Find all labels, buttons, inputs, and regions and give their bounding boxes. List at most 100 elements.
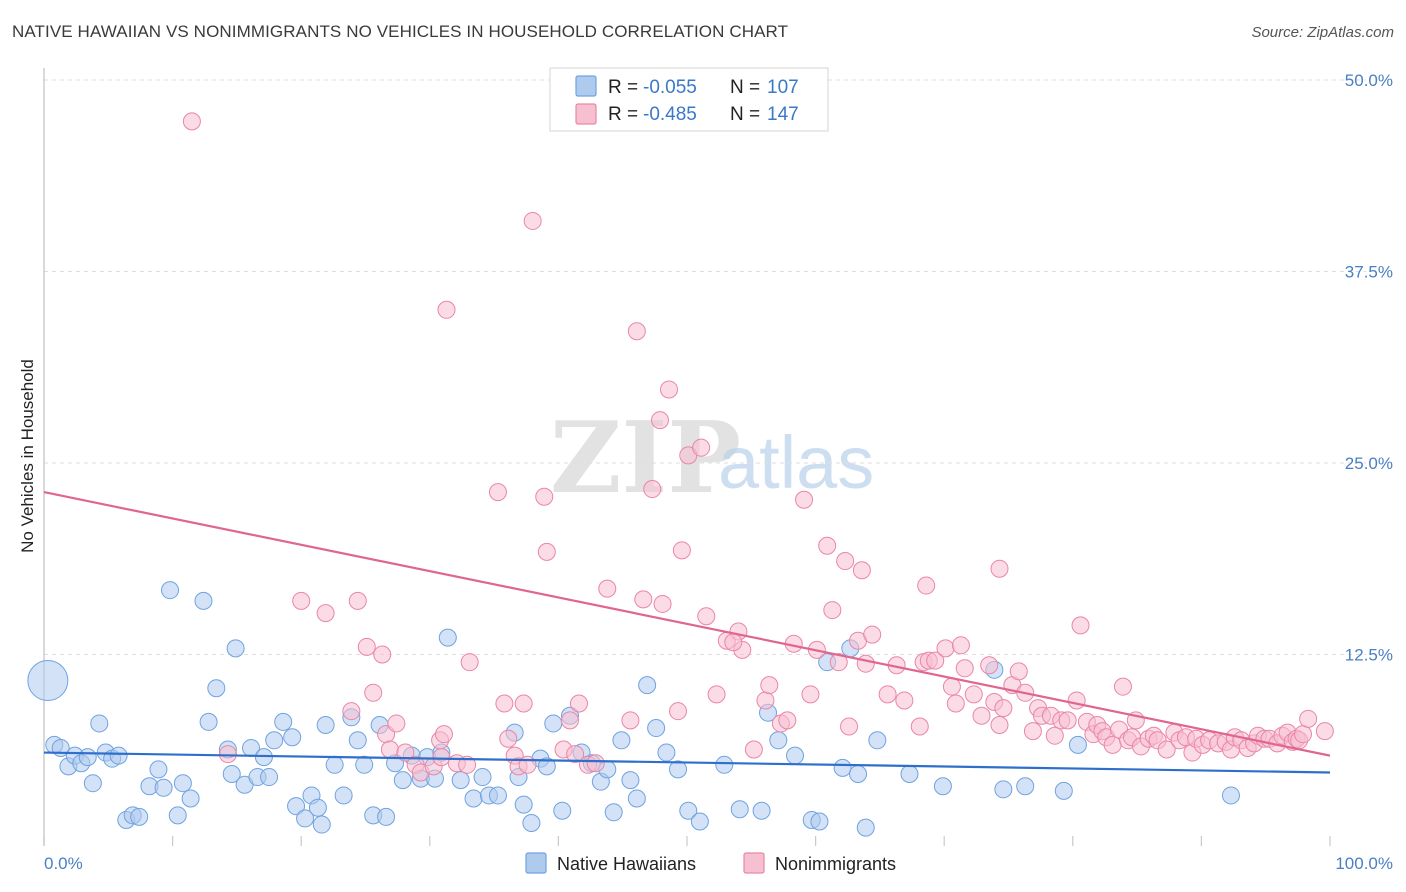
point-nonimmigrant: [917, 576, 936, 595]
point-nonimmigrant: [218, 745, 237, 764]
point-nonimmigrant: [672, 541, 691, 560]
point-nonimmigrant: [863, 625, 882, 644]
legend-bottom-swatch-nonimmigrants: [743, 852, 765, 874]
point-nonimmigrant: [182, 112, 201, 131]
point-native-hawaiian: [752, 801, 771, 820]
point-native-hawaiian: [488, 786, 507, 805]
point-nonimmigrant: [380, 740, 399, 759]
x-tick-label: 0.0%: [44, 854, 83, 873]
point-native-hawaiian: [715, 755, 734, 774]
point-nonimmigrant: [537, 542, 556, 561]
point-nonimmigrant: [724, 633, 743, 652]
point-nonimmigrant: [856, 654, 875, 673]
point-nonimmigrant: [1315, 722, 1334, 741]
point-native-hawaiian: [377, 807, 396, 826]
point-nonimmigrant: [801, 685, 820, 704]
point-nonimmigrant: [778, 711, 797, 730]
point-native-hawaiian: [1016, 777, 1035, 796]
point-native-hawaiian: [647, 719, 666, 738]
point-nonimmigrant: [634, 590, 653, 609]
point-nonimmigrant: [692, 438, 711, 457]
point-native-hawaiian: [810, 812, 829, 831]
point-nonimmigrant: [829, 653, 848, 672]
point-native-hawaiian: [149, 760, 168, 779]
point-nonimmigrant: [1071, 616, 1090, 635]
point-native-hawaiian: [786, 746, 805, 765]
point-nonimmigrant: [910, 717, 929, 736]
chart-title: NATIVE HAWAIIAN VS NONIMMIGRANTS NO VEHI…: [12, 22, 789, 41]
point-nonimmigrant: [535, 487, 554, 506]
point-nonimmigrant: [818, 536, 837, 555]
point-nonimmigrant: [990, 715, 1009, 734]
point-nonimmigrant: [621, 711, 640, 730]
point-nonimmigrant: [364, 683, 383, 702]
legend-bottom-label-nonimmigrants: Nonimmigrants: [775, 854, 896, 874]
point-nonimmigrant: [760, 676, 779, 695]
point-native-hawaiian: [679, 801, 698, 820]
point-nonimmigrant: [823, 601, 842, 620]
point-native-hawaiian: [657, 743, 676, 762]
watermark-zip: ZIP: [550, 401, 741, 516]
y-tick-label: 12.5%: [1345, 646, 1393, 665]
point-nonimmigrant: [488, 483, 507, 502]
point-nonimmigrant: [980, 656, 999, 675]
point-nonimmigrant: [434, 725, 453, 744]
point-nonimmigrant: [598, 579, 617, 598]
point-nonimmigrant: [878, 685, 897, 704]
point-nonimmigrant: [946, 694, 965, 713]
point-nonimmigrant: [840, 717, 859, 736]
point-nonimmigrant: [994, 699, 1013, 718]
point-native-hawaiian: [173, 774, 192, 793]
point-nonimmigrant: [357, 637, 376, 656]
point-nonimmigrant: [586, 754, 605, 773]
y-tick-labels: 12.5% 25.0% 37.5% 50.0%: [1345, 71, 1393, 665]
point-nonimmigrant: [316, 604, 335, 623]
point-native-hawaiian: [287, 797, 306, 816]
legend-r-value: -0.485: [643, 104, 697, 125]
point-native-hawaiian: [668, 760, 687, 779]
legend-bottom-swatch-native-hawaiians: [525, 852, 547, 874]
point-nonimmigrant: [942, 677, 961, 696]
point-nonimmigrant: [560, 711, 579, 730]
point-nonimmigrant: [650, 411, 669, 430]
point-nonimmigrant: [1058, 711, 1077, 730]
point-nonimmigrant: [1299, 709, 1318, 728]
point-native-hawaiian: [464, 789, 483, 808]
point-native-hawaiian: [769, 731, 788, 750]
point-native-hawaiian: [199, 712, 218, 731]
point-nonimmigrant: [1157, 740, 1176, 759]
legend-n-label: N =: [730, 77, 760, 98]
point-nonimmigrant: [668, 702, 687, 721]
point-native-hawaiian: [130, 807, 149, 826]
point-native-hawaiian: [994, 780, 1013, 799]
x-tick-label: 100.0%: [1335, 854, 1393, 873]
point-native-hawaiian: [1068, 735, 1087, 754]
legend-n-value: 147: [767, 104, 799, 125]
point-nonimmigrant: [566, 745, 585, 764]
legend-n-value: 107: [767, 77, 799, 98]
point-native-hawaiian: [604, 803, 623, 822]
point-nonimmigrant: [292, 591, 311, 610]
point-nonimmigrant: [697, 607, 716, 626]
legend-swatch-native-hawaiians: [575, 75, 597, 97]
point-nonimmigrant: [499, 729, 518, 748]
point-native-hawaiian: [933, 777, 952, 796]
series-native-hawaiians: [27, 581, 1240, 837]
point-nonimmigrant: [627, 322, 646, 341]
point-native-hawaiian: [274, 712, 293, 731]
point-nonimmigrant: [936, 639, 955, 658]
point-native-hawaiian: [260, 768, 279, 787]
point-native-hawaiian: [226, 639, 245, 658]
trend-line-native-hawaiians: [43, 751, 1331, 774]
point-nonimmigrant: [659, 380, 678, 399]
y-tick-label: 25.0%: [1345, 454, 1393, 473]
legend-swatch-nonimmigrants: [575, 103, 597, 125]
legend-bottom-label-native-hawaiians: Native Hawaiians: [557, 854, 696, 874]
point-nonimmigrant: [852, 561, 871, 580]
point-native-hawaiian: [154, 778, 173, 797]
point-nonimmigrant: [1113, 677, 1132, 696]
legend-r-value: -0.055: [643, 77, 697, 98]
point-nonimmigrant: [514, 694, 533, 713]
point-nonimmigrant: [1067, 691, 1086, 710]
point-nonimmigrant: [523, 211, 542, 230]
